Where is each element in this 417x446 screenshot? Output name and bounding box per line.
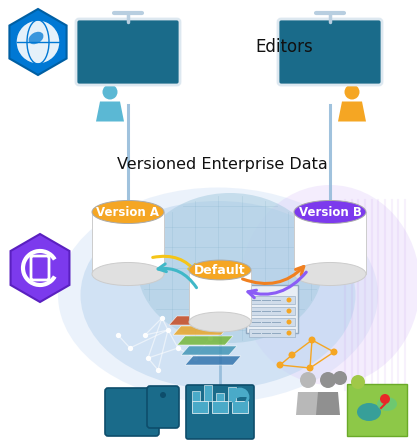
Circle shape (276, 362, 284, 368)
Bar (192, 391, 200, 401)
FancyBboxPatch shape (246, 285, 298, 333)
Bar (216, 393, 224, 401)
Ellipse shape (80, 201, 356, 389)
Text: Default: Default (194, 264, 246, 277)
Circle shape (286, 309, 291, 314)
Polygon shape (169, 316, 225, 325)
Ellipse shape (294, 263, 366, 285)
Circle shape (309, 336, 316, 343)
Circle shape (351, 375, 365, 389)
Circle shape (103, 84, 118, 99)
Circle shape (300, 372, 316, 388)
Ellipse shape (58, 187, 378, 402)
FancyBboxPatch shape (76, 19, 180, 85)
Wedge shape (232, 389, 248, 400)
Polygon shape (185, 356, 241, 365)
Bar (232, 401, 248, 413)
Polygon shape (173, 326, 229, 335)
Circle shape (380, 394, 390, 404)
Polygon shape (96, 102, 124, 121)
Ellipse shape (240, 185, 417, 385)
Bar (212, 401, 228, 413)
Bar (249, 329, 295, 337)
Text: Editors: Editors (255, 38, 313, 56)
Ellipse shape (377, 397, 397, 411)
Text: Version B: Version B (299, 206, 362, 219)
Polygon shape (316, 392, 340, 415)
Bar (249, 318, 295, 326)
Polygon shape (10, 234, 70, 302)
Circle shape (16, 20, 60, 64)
FancyBboxPatch shape (105, 388, 159, 436)
Circle shape (331, 348, 337, 355)
Polygon shape (10, 9, 67, 75)
Ellipse shape (138, 193, 322, 343)
Ellipse shape (28, 32, 43, 44)
Ellipse shape (357, 403, 381, 421)
Text: Version A: Version A (96, 206, 159, 219)
Polygon shape (338, 102, 366, 121)
Circle shape (160, 392, 166, 398)
Ellipse shape (294, 201, 366, 223)
Bar (347, 384, 407, 436)
Circle shape (306, 364, 314, 372)
FancyBboxPatch shape (186, 385, 254, 439)
Ellipse shape (92, 263, 164, 285)
Bar (204, 385, 212, 401)
Circle shape (286, 319, 291, 325)
Ellipse shape (189, 260, 251, 280)
Circle shape (289, 351, 296, 359)
Circle shape (344, 84, 359, 99)
Circle shape (286, 330, 291, 335)
Circle shape (286, 297, 291, 302)
Text: Versioned Enterprise Data: Versioned Enterprise Data (117, 157, 327, 173)
Ellipse shape (189, 312, 251, 332)
Bar (92, 212, 164, 274)
FancyBboxPatch shape (278, 19, 382, 85)
Circle shape (333, 371, 347, 385)
Polygon shape (181, 346, 237, 355)
Bar (192, 401, 208, 413)
Bar (249, 307, 295, 315)
Bar (189, 270, 251, 322)
Bar (294, 212, 366, 274)
Polygon shape (296, 392, 320, 415)
Polygon shape (177, 336, 233, 345)
Ellipse shape (92, 201, 164, 223)
Bar (228, 387, 236, 401)
FancyBboxPatch shape (147, 386, 179, 428)
Circle shape (320, 372, 336, 388)
Bar (249, 296, 295, 304)
